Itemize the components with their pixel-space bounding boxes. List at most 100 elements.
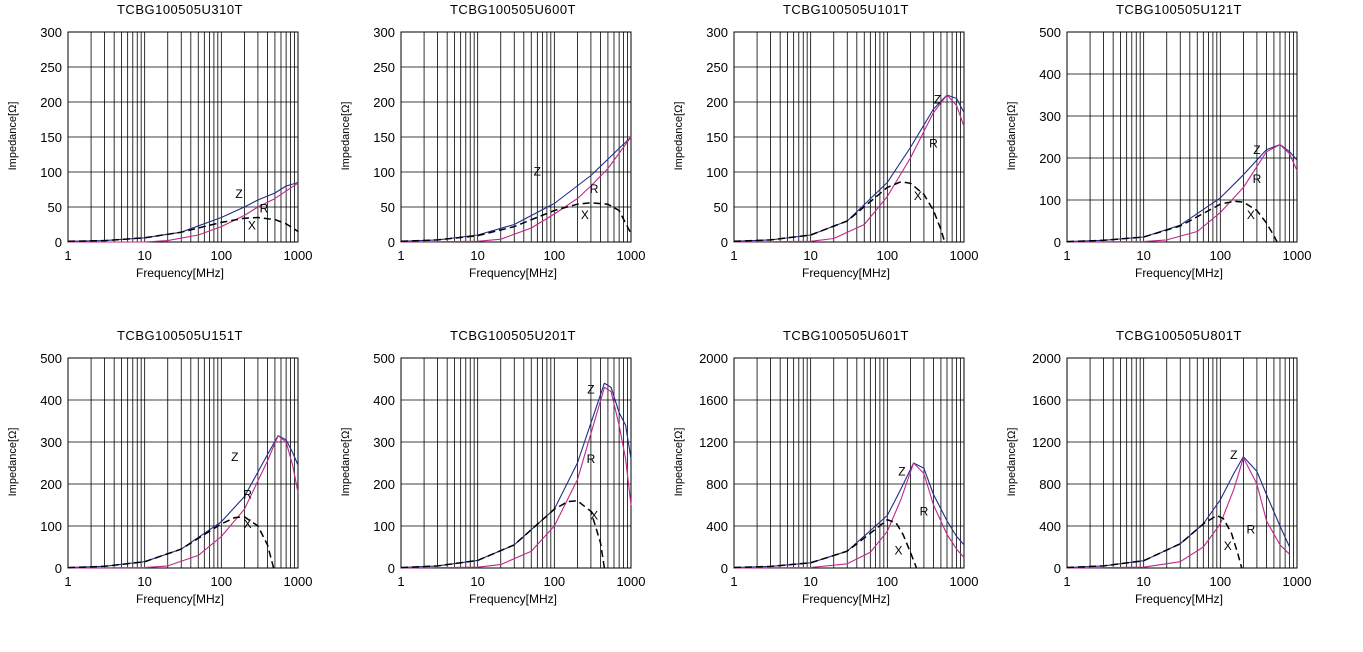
chart-title: TCBG100505U801T <box>1115 328 1242 343</box>
curve-label: X <box>244 517 252 531</box>
y-tick-label: 2000 <box>1032 351 1061 366</box>
y-tick-label: 50 <box>714 200 728 215</box>
curve-label: R <box>1253 172 1262 186</box>
curve-label: R <box>590 182 599 196</box>
y-tick-label: 400 <box>40 393 62 408</box>
x-tick-label: 1 <box>397 574 404 589</box>
curve-label: X <box>248 218 256 232</box>
series-r-line <box>400 386 632 569</box>
curve-label: X <box>914 189 922 203</box>
x-tick-label: 10 <box>803 574 817 589</box>
x-axis-label: Frequency[MHz] <box>1134 592 1224 606</box>
series-r-line <box>733 462 965 569</box>
series-r-line <box>1066 457 1290 569</box>
chart-title: TCBG100505U201T <box>449 328 576 343</box>
x-tick-label: 1000 <box>1283 248 1312 263</box>
y-tick-label: 50 <box>381 200 395 215</box>
curve-label: X <box>1247 208 1255 222</box>
y-tick-label: 150 <box>40 130 62 145</box>
x-tick-label: 100 <box>1209 248 1231 263</box>
series-x-line <box>67 216 299 243</box>
x-tick-label: 10 <box>803 248 817 263</box>
y-tick-label: 250 <box>40 60 62 75</box>
y-tick-label: 150 <box>706 130 728 145</box>
x-tick-label: 1 <box>64 574 71 589</box>
plot-frame <box>1066 357 1298 569</box>
curve-label: X <box>895 543 903 557</box>
x-tick-label: 1000 <box>617 248 646 263</box>
x-tick-label: 1 <box>1063 574 1070 589</box>
series-z-line <box>733 94 965 242</box>
x-tick-label: 10 <box>137 574 151 589</box>
impedance-chart: TCBG100505U151T Frequency[MHz] Impedance[Ω… <box>0 326 340 652</box>
x-tick-label: 1 <box>1063 248 1070 263</box>
chart-plot: 0 100 200 300 400 500 1 10 100 1000 Z R X <box>40 351 312 589</box>
y-tick-label: 100 <box>40 165 62 180</box>
chart-plot: 0 100 200 300 400 500 1 10 100 1000 Z R X <box>373 351 646 589</box>
x-axis-label: Frequency[MHz] <box>135 266 225 280</box>
y-tick-label: 200 <box>706 95 728 110</box>
curve-label: Z <box>898 465 905 479</box>
series-z-line <box>733 462 965 569</box>
x-tick-label: 10 <box>1136 574 1150 589</box>
x-tick-label: 100 <box>210 248 232 263</box>
y-tick-label: 250 <box>373 60 395 75</box>
x-tick-label: 100 <box>876 574 898 589</box>
x-axis-label: Frequency[MHz] <box>468 592 558 606</box>
curve-label: R <box>587 452 596 466</box>
y-tick-label: 300 <box>40 435 62 450</box>
y-tick-label: 0 <box>1054 235 1061 250</box>
x-tick-label: 1 <box>730 574 737 589</box>
x-tick-label: 1000 <box>950 248 979 263</box>
y-tick-label: 200 <box>373 477 395 492</box>
y-tick-label: 200 <box>40 95 62 110</box>
chart-title: TCBG100505U101T <box>782 2 909 17</box>
x-tick-label: 100 <box>543 248 565 263</box>
y-tick-label: 200 <box>40 477 62 492</box>
chart-plot: 0 50 100 150 200 250 300 1 10 100 1000 Z RX <box>40 25 312 263</box>
series-x-line <box>400 500 606 569</box>
x-tick-label: 100 <box>876 248 898 263</box>
y-tick-label: 0 <box>55 235 62 250</box>
y-tick-label: 1600 <box>1032 393 1061 408</box>
impedance-chart: TCBG100505U600T Frequency[MHz] Impedance[Ω… <box>333 0 673 326</box>
series-x-line <box>733 518 918 569</box>
y-tick-label: 50 <box>48 200 62 215</box>
y-tick-label: 100 <box>706 165 728 180</box>
y-tick-label: 0 <box>388 235 395 250</box>
series-z-line <box>1066 144 1298 243</box>
y-tick-label: 250 <box>706 60 728 75</box>
curve-label: Z <box>235 187 242 201</box>
y-tick-label: 400 <box>1039 519 1061 534</box>
y-tick-label: 400 <box>373 393 395 408</box>
y-tick-label: 100 <box>1039 193 1061 208</box>
y-tick-label: 100 <box>373 519 395 534</box>
plot-frame <box>67 31 299 243</box>
y-tick-label: 1200 <box>699 435 728 450</box>
x-axis-label: Frequency[MHz] <box>1134 266 1224 280</box>
y-tick-label: 2000 <box>699 351 728 366</box>
impedance-chart: TCBG100505U121T Frequency[MHz] Impedance[Ω… <box>999 0 1339 326</box>
impedance-chart: TCBG100505U201T Frequency[MHz] Impedance[Ω… <box>333 326 673 652</box>
curve-label: Z <box>1230 448 1237 462</box>
y-tick-label: 500 <box>1039 25 1061 40</box>
x-tick-label: 1000 <box>617 574 646 589</box>
y-tick-label: 300 <box>40 25 62 40</box>
y-tick-label: 0 <box>1054 561 1061 576</box>
y-tick-label: 1600 <box>699 393 728 408</box>
x-tick-label: 10 <box>470 574 484 589</box>
curve-label: Z <box>231 450 238 464</box>
x-axis-label: Frequency[MHz] <box>801 266 891 280</box>
series-x-line <box>400 202 632 243</box>
chart-plot: 0 400 800 1200 1600 2000 1 10 100 1000 Z R X <box>1032 351 1311 589</box>
plot-frame <box>1066 31 1298 243</box>
plot-frame <box>733 357 965 569</box>
x-tick-label: 1 <box>397 248 404 263</box>
y-tick-label: 200 <box>373 95 395 110</box>
y-tick-label: 0 <box>721 235 728 250</box>
x-tick-label: 1000 <box>950 574 979 589</box>
series-x-line <box>1066 514 1243 569</box>
series-x-line <box>733 181 946 243</box>
chart-title: TCBG100505U310T <box>116 2 243 17</box>
series-r-line <box>1066 144 1298 243</box>
